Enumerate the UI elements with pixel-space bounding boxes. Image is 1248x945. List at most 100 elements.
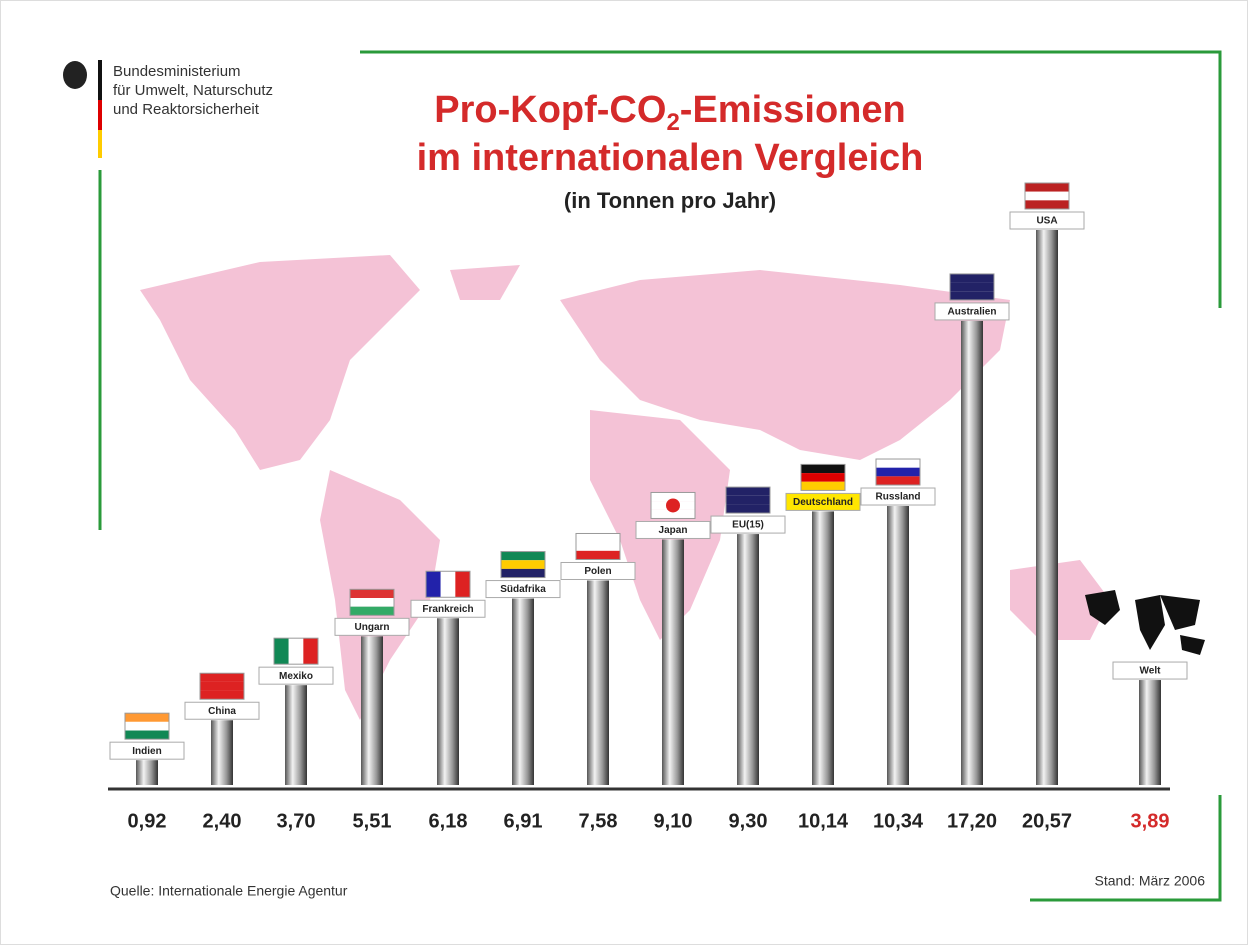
flag-stripe xyxy=(350,606,394,616)
category-label: Polen xyxy=(584,566,611,577)
flag-stripe xyxy=(726,487,770,496)
label-box xyxy=(1009,211,1085,230)
eagle-flag xyxy=(63,60,102,158)
flag-stripe xyxy=(576,550,620,560)
category-label: Mexiko xyxy=(279,671,313,682)
category-label: Welt xyxy=(1140,666,1162,677)
flag-stripe xyxy=(1025,183,1069,192)
bar xyxy=(512,598,534,785)
bar xyxy=(211,720,233,785)
flag-border xyxy=(575,532,621,560)
value-label: 20,57 xyxy=(1022,810,1072,832)
bar xyxy=(887,506,909,785)
flag-stripe xyxy=(950,273,994,283)
label-box xyxy=(1112,661,1188,680)
bar xyxy=(961,320,983,785)
bar xyxy=(1139,680,1161,785)
world-icon xyxy=(1085,590,1205,655)
label-box xyxy=(334,617,410,636)
title-subscript: 2 xyxy=(666,109,679,136)
flag-stripe xyxy=(501,560,545,569)
bar xyxy=(136,760,158,785)
flag-stripe xyxy=(440,571,456,598)
bar xyxy=(662,539,684,785)
flag-stripe xyxy=(125,721,169,731)
label-box xyxy=(635,520,711,539)
flag-stripe xyxy=(726,504,770,514)
bar xyxy=(812,511,834,785)
value-label: 9,30 xyxy=(729,810,768,832)
flag-border xyxy=(949,273,995,301)
bar xyxy=(737,534,759,785)
flag-stripe xyxy=(426,571,441,598)
bar xyxy=(1036,230,1058,785)
value-label: 10,34 xyxy=(873,810,924,832)
flag-border xyxy=(800,463,846,491)
flag-stripe xyxy=(350,598,394,607)
flag-stripe xyxy=(950,282,994,292)
value-label: 5,51 xyxy=(353,810,392,832)
label-box xyxy=(184,701,260,720)
value-label: 6,91 xyxy=(504,810,543,832)
frame xyxy=(98,50,1222,902)
label-box xyxy=(934,302,1010,321)
flag-stripe xyxy=(455,571,470,598)
value-label: 2,40 xyxy=(203,810,242,832)
header-line: und Reaktorsicherheit xyxy=(113,101,260,118)
label-box xyxy=(560,561,636,580)
label-box xyxy=(109,741,185,760)
value-label: 3,89 xyxy=(1131,810,1170,832)
source: Quelle: Internationale Energie Agentur xyxy=(110,883,348,899)
flag-border xyxy=(1024,182,1070,210)
category-label: Frankreich xyxy=(422,604,473,615)
date: Stand: März 2006 xyxy=(1094,873,1205,889)
label-box xyxy=(710,515,786,534)
flag-border xyxy=(875,458,921,486)
label-box xyxy=(485,580,561,599)
bar xyxy=(361,636,383,785)
flag-stripe xyxy=(288,638,304,665)
category-label: Indien xyxy=(132,746,161,757)
title-part: -Emissionen xyxy=(680,89,906,131)
flag-border xyxy=(199,672,245,700)
flag-border xyxy=(500,551,546,579)
chart-subtitle: (in Tonnen pro Jahr) xyxy=(564,188,776,213)
bar xyxy=(285,685,307,785)
label-box xyxy=(785,492,861,511)
category-label: Australien xyxy=(948,307,997,318)
category-label: Deutschland xyxy=(793,497,853,508)
flag-border xyxy=(124,712,170,740)
value-label: 17,20 xyxy=(947,810,997,832)
flag-stripe xyxy=(125,713,169,722)
category-label: USA xyxy=(1036,216,1057,227)
flag-stripe xyxy=(651,509,695,519)
value-label: 6,18 xyxy=(429,810,468,832)
chart-title: Pro-Kopf-CO2-Emissionen xyxy=(434,89,906,136)
title-part: Pro-Kopf-CO xyxy=(434,89,666,131)
category-label: Japan xyxy=(659,525,688,536)
value-label: 9,10 xyxy=(654,810,693,832)
flag-stripe xyxy=(801,481,845,491)
flag-border xyxy=(425,570,471,598)
label-box xyxy=(410,599,486,618)
flag-stripe xyxy=(801,473,845,482)
flag-stripe xyxy=(200,690,244,700)
value-label: 10,14 xyxy=(798,810,849,832)
flag-disc xyxy=(666,498,680,513)
category-label: Ungarn xyxy=(355,622,390,633)
flag-stripe xyxy=(1025,200,1069,209)
flag-stripe xyxy=(576,542,620,551)
flag-stripe xyxy=(950,291,994,300)
flag-border xyxy=(349,588,395,616)
category-label: EU(15) xyxy=(732,520,764,531)
flag-stripe xyxy=(876,459,920,468)
chart-title: im internationalen Vergleich xyxy=(417,137,924,179)
category-label: Südafrika xyxy=(500,584,546,595)
flag-stripe xyxy=(501,551,545,561)
flag-border xyxy=(725,486,771,514)
bar xyxy=(437,618,459,785)
flag-stripe xyxy=(125,730,169,740)
flag-stripe xyxy=(651,492,695,502)
label-box xyxy=(258,666,334,685)
category-label: China xyxy=(208,706,236,717)
